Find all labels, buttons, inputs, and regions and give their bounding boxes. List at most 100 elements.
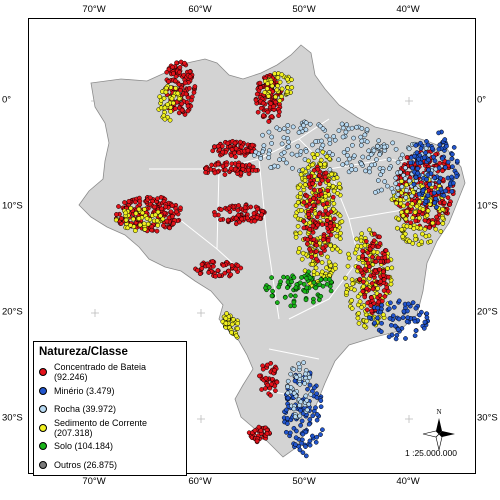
legend-item-minerio: Minério (3.479) [39, 382, 181, 401]
sample-point-sedimento [162, 116, 168, 122]
sample-point-concentrado [239, 144, 244, 150]
sample-point-concentrado [382, 255, 388, 261]
sample-point-concentrado [309, 254, 315, 260]
sample-point-rocha [377, 152, 383, 157]
sample-point-rocha [380, 168, 386, 174]
sample-point-sedimento [335, 246, 340, 252]
sample-point-rocha [375, 178, 381, 183]
sample-point-minerio [287, 430, 293, 436]
sample-point-concentrado [132, 199, 138, 205]
sample-point-sedimento [337, 184, 342, 190]
brazil-land [78, 44, 466, 458]
sample-point-rocha [301, 360, 306, 365]
sample-point-minerio [393, 336, 399, 342]
sample-point-rocha [294, 152, 300, 158]
sample-point-sedimento [410, 215, 415, 221]
sample-point-minerio [310, 413, 316, 419]
sample-point-concentrado [259, 212, 265, 218]
sample-point-sedimento [297, 230, 303, 236]
sample-point-concentrado [174, 209, 179, 215]
sample-point-solo [276, 284, 282, 290]
sample-point-sedimento [412, 209, 418, 215]
sample-point-minerio [412, 318, 418, 324]
sample-point-sedimento [168, 109, 173, 114]
sample-point-rocha [310, 142, 315, 148]
sample-point-sedimento [310, 162, 315, 168]
sample-point-sedimento [223, 315, 229, 321]
lon-tick-40w: 40°W [396, 4, 420, 15]
legend-title: Natureza/Classe [39, 346, 128, 358]
sample-point-minerio [372, 320, 378, 326]
sample-point-concentrado [363, 238, 369, 244]
sample-point-solo [293, 285, 299, 290]
sample-point-sedimento [330, 247, 335, 252]
sample-point-sedimento [266, 93, 271, 99]
sample-point-concentrado [315, 199, 321, 205]
sample-point-minerio [406, 301, 411, 307]
sample-point-concentrado [370, 254, 375, 260]
sample-point-concentrado [215, 143, 221, 149]
sample-point-concentrado [225, 140, 231, 146]
sample-point-sedimento [269, 83, 275, 89]
sample-point-solo [270, 288, 275, 294]
sample-point-solo [307, 275, 313, 281]
sample-point-rocha [345, 147, 350, 152]
sample-point-concentrado [233, 146, 239, 151]
sample-point-minerio [436, 179, 442, 185]
sample-point-sedimento [326, 259, 332, 265]
sample-point-concentrado [255, 206, 260, 212]
sample-point-sedimento [320, 149, 326, 155]
sample-point-concentrado [440, 168, 445, 174]
sample-point-concentrado [245, 148, 251, 154]
sample-point-concentrado [255, 109, 261, 115]
sample-point-concentrado [369, 295, 374, 301]
sample-point-concentrado [313, 249, 319, 254]
sample-point-rocha [364, 139, 370, 145]
sample-point-minerio [410, 165, 415, 171]
sample-point-rocha [281, 156, 286, 162]
sample-point-minerio [403, 336, 408, 341]
sample-point-minerio [413, 305, 419, 311]
sample-point-sedimento [329, 171, 334, 177]
sample-point-minerio [415, 170, 421, 176]
sample-point-sedimento [299, 208, 304, 213]
sample-point-sedimento [223, 320, 229, 326]
sample-point-minerio [413, 174, 419, 180]
sample-point-sedimento [422, 226, 428, 232]
sample-point-concentrado [360, 289, 366, 294]
sample-point-minerio [307, 438, 313, 444]
sample-point-minerio [410, 300, 416, 305]
sample-point-concentrado [199, 265, 205, 271]
sample-point-concentrado [377, 241, 383, 246]
sample-point-sedimento [145, 221, 151, 227]
sample-point-sedimento [289, 85, 295, 90]
sample-point-rocha [339, 121, 345, 127]
sample-point-concentrado [229, 263, 235, 268]
sample-point-concentrado [375, 255, 381, 261]
sample-point-rocha [343, 129, 349, 135]
sample-point-solo [281, 274, 286, 280]
sample-point-concentrado [319, 222, 325, 227]
sample-point-concentrado [182, 80, 188, 86]
sample-point-concentrado [364, 307, 370, 313]
sample-point-minerio [437, 142, 443, 148]
map-scale: 1 :25.000.000 [405, 448, 457, 458]
sample-point-rocha [319, 138, 324, 144]
sample-point-rocha [330, 152, 335, 157]
sample-point-sedimento [295, 223, 301, 229]
sample-point-sedimento [277, 98, 283, 104]
sample-point-concentrado [221, 263, 226, 268]
lat-tick-20s-right: 20°S [477, 306, 498, 318]
sample-point-sedimento [407, 238, 412, 244]
sample-point-concentrado [315, 222, 321, 228]
sample-point-minerio [307, 382, 313, 388]
sample-point-sedimento [344, 289, 349, 295]
sample-point-sedimento [268, 79, 274, 85]
sample-point-solo [282, 295, 288, 300]
sample-point-minerio [424, 315, 430, 320]
sample-point-concentrado [199, 261, 205, 267]
sample-point-rocha [397, 169, 403, 175]
sample-point-concentrado [320, 212, 326, 218]
sample-point-minerio [412, 333, 418, 339]
sample-point-concentrado [179, 107, 185, 113]
